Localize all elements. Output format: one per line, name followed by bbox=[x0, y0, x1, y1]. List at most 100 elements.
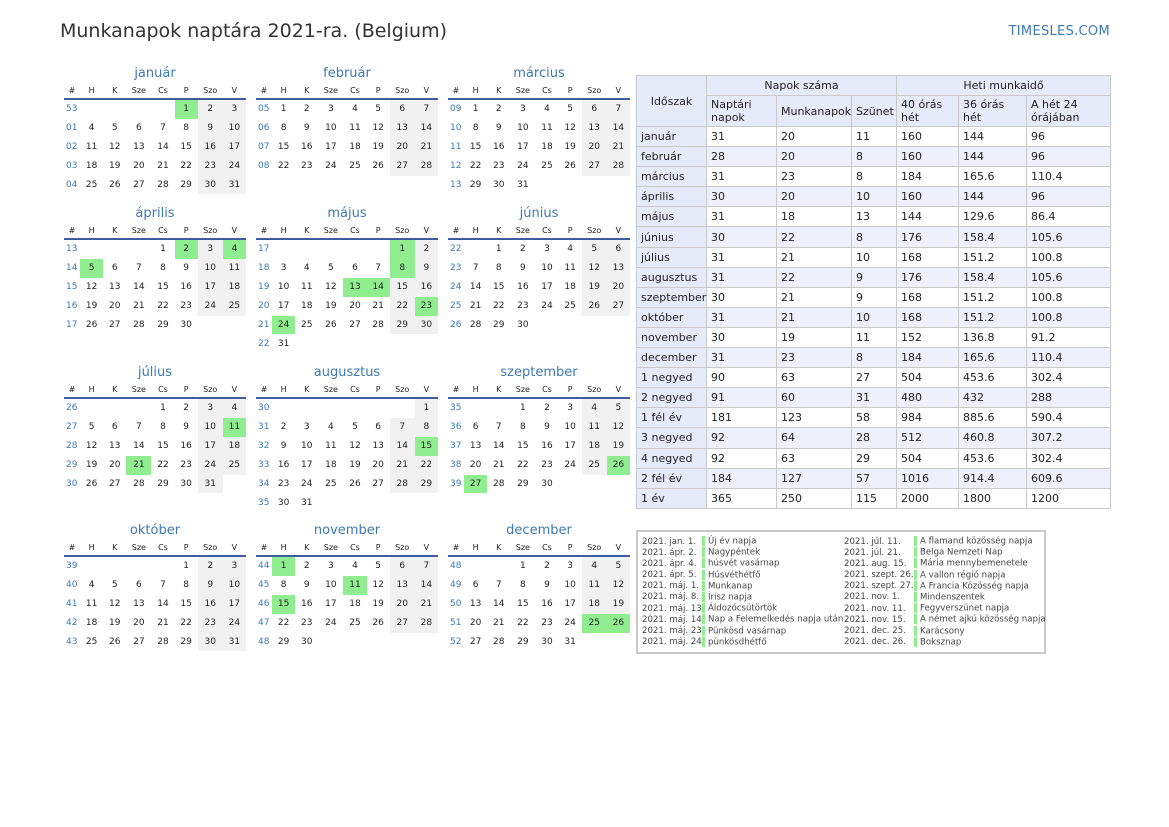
day-cell: 21 bbox=[157, 161, 169, 172]
day-cell: 16 bbox=[541, 441, 553, 452]
day-cell: 29 bbox=[517, 479, 529, 489]
day-cell: 2 bbox=[303, 561, 310, 572]
day-cell: 23 bbox=[197, 156, 223, 176]
empty-day bbox=[80, 556, 103, 576]
day-cell: 17 bbox=[541, 282, 553, 293]
week-number: 25 bbox=[450, 301, 462, 312]
week-number: 17 bbox=[66, 320, 78, 330]
day-cell: 1 bbox=[280, 104, 287, 115]
stats-value: 23 bbox=[776, 166, 852, 188]
empty-day bbox=[464, 398, 487, 418]
stats-value: 31 bbox=[851, 387, 897, 409]
month-table: # H K Sze Cs P Szo V 35 1 2 3 4 5 36 6 7 8 9 10 11 12 37 13 14 15… bbox=[448, 381, 630, 494]
empty-day bbox=[464, 556, 487, 576]
week-row: 13 1 2 3 4 bbox=[64, 239, 246, 259]
weekday-header: Sze bbox=[318, 381, 344, 399]
day-cell: 16 bbox=[180, 282, 192, 293]
period-label: február bbox=[636, 146, 707, 168]
period-header: Időszak bbox=[636, 75, 707, 127]
holiday-name: Boksznap bbox=[920, 637, 962, 648]
day-cell: 20 bbox=[469, 618, 482, 629]
week-number: 37 bbox=[450, 441, 462, 452]
day-cell: 28 bbox=[493, 637, 505, 647]
empty-day bbox=[272, 398, 295, 418]
weekday-header: H bbox=[464, 222, 488, 240]
holiday-item: 2021. szept. 27. A Francia Közösség napja bbox=[844, 580, 1046, 592]
day-cell: 5 bbox=[352, 422, 358, 433]
stats-value: 302.4 bbox=[1026, 367, 1111, 389]
holiday-item: 2021. máj. 8. Írisz napja bbox=[642, 591, 843, 603]
week-number: 18 bbox=[258, 263, 270, 274]
weekday-header: # bbox=[256, 381, 272, 399]
month-table: # H K Sze Cs P Szo V 30 1 31 2 3 4 5 6 7 8 32 9 10 11 12 13 14 15… bbox=[256, 381, 438, 512]
day-cell: 10 bbox=[517, 123, 529, 134]
day-cell: 10 bbox=[564, 422, 576, 433]
holiday-date: 2021. nov. 11. bbox=[844, 603, 906, 614]
stats-value: 30 bbox=[706, 286, 777, 308]
holiday-name: pünkösdhétfő bbox=[708, 637, 767, 648]
stats-value: 184 bbox=[896, 347, 959, 369]
stats-value: 8 bbox=[851, 226, 897, 248]
empty-day bbox=[126, 99, 151, 119]
holiday-marker bbox=[702, 614, 705, 625]
weekday-header: V bbox=[222, 381, 246, 399]
table-row: 1 negyed 90 63 27 504 453.6 302.4 bbox=[636, 367, 1111, 389]
day-cell: 26 bbox=[606, 455, 630, 475]
holiday-name: A vallon régió napja bbox=[920, 570, 1006, 581]
holiday-date: 2021. aug. 15. bbox=[844, 558, 907, 569]
day-cell: 3 bbox=[280, 263, 287, 274]
day-cell: 28 bbox=[414, 156, 438, 176]
stats-value: 144 bbox=[958, 125, 1027, 148]
day-cell: 13 bbox=[133, 599, 145, 610]
period-label: január bbox=[636, 125, 707, 148]
week-row: 47 22 23 24 25 26 27 28 bbox=[256, 613, 438, 633]
day-cell: 7 bbox=[160, 123, 166, 134]
empty-day bbox=[318, 493, 343, 512]
day-cell: 20 bbox=[469, 460, 482, 471]
day-cell: 11 bbox=[581, 417, 607, 437]
day-cell: 21 bbox=[606, 137, 630, 157]
table-row: 4 negyed 92 63 29 504 453.6 302.4 bbox=[636, 447, 1111, 469]
day-cell: 12 bbox=[325, 282, 337, 293]
holiday-name: A Francia Közösség napja bbox=[920, 581, 1029, 592]
day-cell: 23 bbox=[277, 479, 290, 489]
week-row: 44 1 2 3 4 5 6 7 bbox=[256, 556, 438, 576]
stats-column-header: A hét 24 órájában bbox=[1026, 95, 1111, 127]
stats-value: 91 bbox=[706, 387, 777, 409]
day-cell: 31 bbox=[301, 497, 313, 508]
week-row: 23 7 8 9 10 11 12 13 bbox=[448, 258, 630, 278]
stats-value: 453.6 bbox=[958, 447, 1027, 469]
day-cell: 23 bbox=[414, 296, 438, 316]
stats-value: 885.6 bbox=[958, 407, 1027, 429]
day-cell: 22 bbox=[180, 161, 192, 172]
holiday-name: A flamand közösség napja bbox=[920, 536, 1033, 547]
weekday-header: P bbox=[174, 539, 198, 557]
day-cell: 8 bbox=[520, 422, 526, 433]
week-number: 30 bbox=[258, 403, 270, 414]
weekday-header: Sze bbox=[510, 381, 536, 399]
day-cell: 19 bbox=[325, 301, 337, 312]
site-brand-link[interactable]: TIMESLES.COM bbox=[1008, 24, 1110, 39]
week-row: 17 26 27 28 29 30 bbox=[64, 316, 246, 335]
stats-value: 160 bbox=[896, 186, 959, 208]
day-cell: 5 bbox=[606, 398, 630, 418]
day-cell: 25 bbox=[349, 618, 361, 629]
weekday-header: # bbox=[64, 539, 80, 557]
day-cell: 17 bbox=[325, 142, 337, 153]
stats-value: 31 bbox=[706, 125, 777, 148]
day-cell: 1 bbox=[520, 561, 526, 572]
empty-day bbox=[367, 633, 390, 652]
stats-value: 504 bbox=[896, 367, 959, 389]
week-number: 22 bbox=[450, 244, 462, 255]
week-row: 21 24 25 26 27 28 29 30 bbox=[256, 315, 438, 335]
holiday-list-left: 2021. jan. 1. Új év napja 2021. ápr. 2. Nag… bbox=[642, 536, 843, 648]
weekday-header: Cs bbox=[535, 82, 559, 100]
stats-value: 158.4 bbox=[958, 266, 1027, 288]
week-number: 13 bbox=[450, 180, 462, 190]
day-cell: 18 bbox=[222, 436, 246, 456]
month-name: június bbox=[519, 206, 559, 221]
day-cell: 7 bbox=[160, 580, 166, 591]
week-row: 17 1 2 bbox=[256, 239, 438, 259]
stats-value: 29 bbox=[851, 447, 897, 469]
working-days-table: Időszak Napok száma Heti munkaidő Naptár… bbox=[636, 75, 1111, 509]
